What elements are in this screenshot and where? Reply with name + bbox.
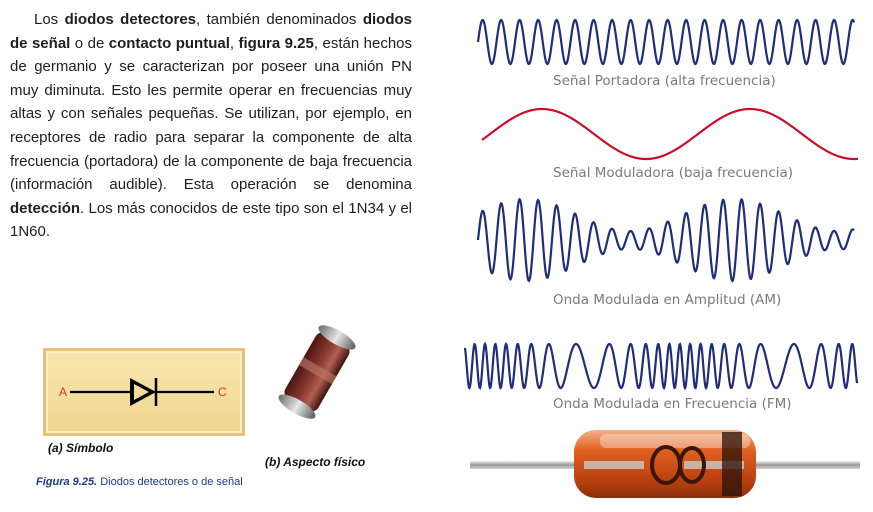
symbol-caption: (a) Símbolo	[48, 441, 114, 455]
text-run: Los	[34, 11, 65, 28]
diode-physical-icon	[278, 325, 356, 419]
text-run: ,	[229, 34, 239, 52]
anode-label: A	[59, 385, 68, 399]
figure-caption: Figura 9.25. Diodos detectores o de seña…	[36, 476, 243, 488]
carrier-caption: Señal Portadora (alta frecuencia)	[553, 73, 776, 89]
fm-wave	[463, 341, 859, 391]
figure-number: Figura 9.25.	[36, 476, 98, 488]
figure-caption-text: Diodos detectores o de señal	[97, 476, 243, 488]
diode-symbol-panel: A C	[43, 348, 245, 436]
diode-symbol-icon	[70, 378, 214, 406]
body-paragraph: Los diodos detectores, también denominad…	[10, 8, 412, 244]
bold-term-diodos-de-senal: diodos de señal	[10, 11, 412, 52]
bold-term-diodos-detectores: diodos detectores	[64, 11, 197, 28]
am-caption: Onda Modulada en Amplitud (AM)	[553, 292, 782, 308]
glass-diode-icon	[470, 430, 860, 498]
bold-term-contacto-puntual: contacto puntual	[108, 34, 230, 52]
carrier-wave	[476, 18, 856, 66]
physical-caption: (b) Aspecto físico	[265, 455, 366, 469]
text-run: . Los más conocidos de este tipo son el …	[10, 199, 412, 241]
bold-figure-ref: figura 9.25	[238, 34, 314, 52]
modulating-caption: Señal Moduladora (baja frecuencia)	[553, 165, 794, 181]
text-run: , están hechos de germanio y se caracter…	[10, 34, 412, 194]
fm-caption: Onda Modulada en Frecuencia (FM)	[553, 396, 792, 412]
bold-term-deteccion: detección	[10, 199, 81, 217]
text-run: , también denominados	[196, 11, 363, 28]
cathode-label: C	[218, 385, 227, 399]
text-run: o de	[70, 34, 109, 52]
modulating-wave	[481, 107, 859, 161]
am-wave	[476, 197, 855, 283]
